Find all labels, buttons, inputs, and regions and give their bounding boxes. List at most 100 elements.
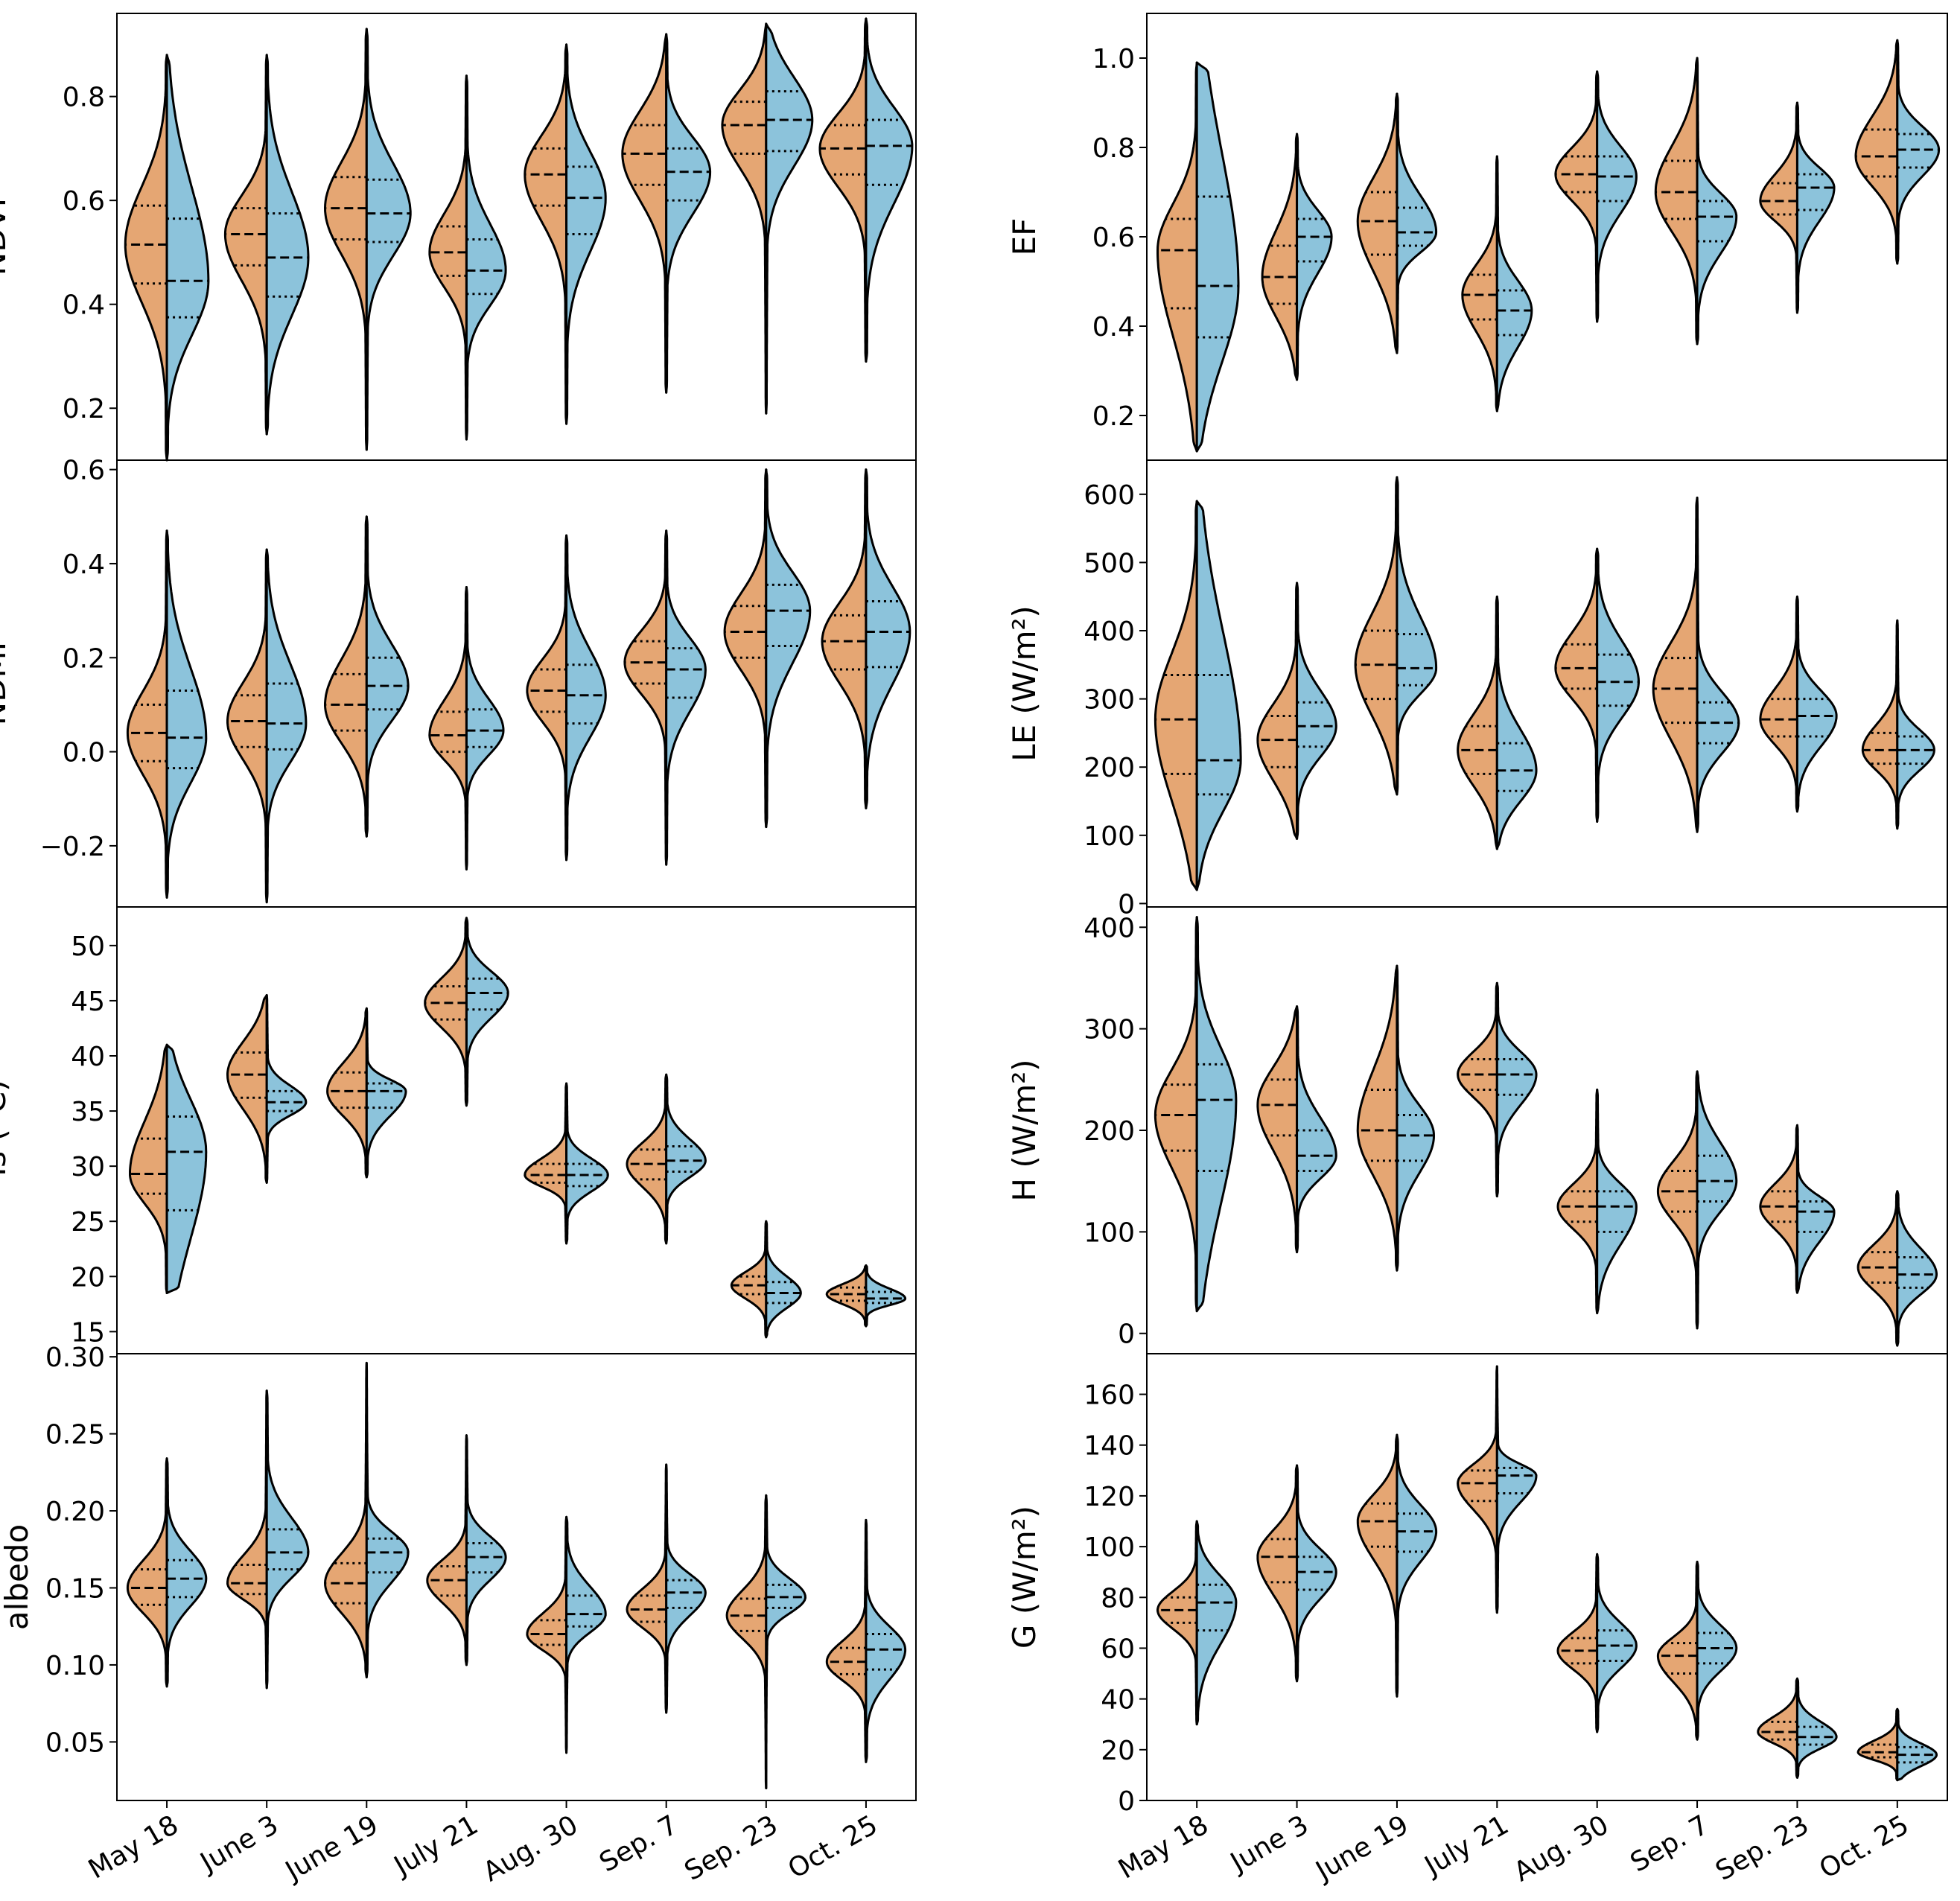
ylabel-ndvi: NDVI — [0, 198, 13, 276]
ylabel-ef: EF — [1006, 218, 1043, 256]
violin-ndmi-june3-right — [265, 548, 308, 904]
violin-le-aug30-right — [1596, 547, 1640, 823]
ytick-label-albedo: 0.15 — [45, 1573, 105, 1604]
violin-h-july21-right — [1495, 981, 1538, 1198]
ytick-label-ndvi: 0.8 — [63, 83, 105, 113]
ytick-label-albedo: 0.25 — [45, 1420, 105, 1451]
violin-albedo-sep23-right — [765, 1494, 806, 1789]
violin-le-sep23-right — [1795, 595, 1838, 813]
ytick-label-ndmi: 0.6 — [63, 456, 105, 486]
ytick-label-ef: 0.6 — [1092, 223, 1135, 253]
ytick-label-le: 200 — [1084, 753, 1135, 783]
violin-ef-oct25-right — [1896, 39, 1941, 265]
violin-ef-june3-right — [1296, 133, 1333, 381]
violin-ndvi-oct25-right — [865, 17, 914, 363]
violin-albedo-july21-right — [465, 1434, 507, 1666]
ytick-label-h: 200 — [1084, 1116, 1135, 1147]
ytick-label-albedo: 0.10 — [45, 1651, 105, 1681]
ytick-label-ndvi: 0.2 — [63, 394, 105, 424]
violin-albedo-oct25-right — [865, 1518, 907, 1763]
violin-g-oct25-right — [1896, 1707, 1938, 1782]
violin-albedo-may18-right — [165, 1457, 208, 1688]
violin-ef-may18-right — [1195, 61, 1240, 453]
ytick-label-ndmi: −0.2 — [40, 832, 105, 862]
ytick-label-g: 40 — [1101, 1685, 1135, 1716]
violin-ts-may18-right — [165, 1043, 208, 1295]
violin-h-june19-left — [1356, 964, 1399, 1272]
violin-ts-july21-right — [465, 917, 509, 1107]
violin-le-may18-left — [1154, 500, 1198, 891]
violin-ndvi-may18-left — [124, 54, 168, 462]
violin-ts-aug30-right — [565, 1082, 609, 1245]
ytick-label-ndmi: 0.0 — [63, 738, 105, 768]
ylabel-ts: Ts (°C) — [0, 1079, 13, 1182]
violin-ef-sep7-left — [1654, 57, 1699, 346]
panel-ts: 15 20 25 30 35 40 45 50 Ts (°C) — [0, 906, 917, 1354]
ytick-label-g: 80 — [1101, 1583, 1135, 1614]
ytick-label-le: 0 — [1118, 889, 1135, 920]
violin-ts-sep7-right — [665, 1073, 707, 1245]
ytick-label-ts: 25 — [71, 1207, 105, 1238]
violin-ndvi-sep7-right — [665, 33, 712, 394]
ytick-label-albedo: 0.20 — [45, 1497, 105, 1527]
ytick-label-ef: 0.4 — [1092, 312, 1135, 343]
violin-g-sep23-right — [1795, 1677, 1838, 1779]
panel-le: 0 100 200 300 400 500 600 LE (W/m²) — [1006, 459, 1948, 920]
violin-ndmi-july21-right — [465, 586, 505, 870]
ytick-label-g: 160 — [1084, 1381, 1135, 1411]
panel-h: 0 100 200 300 400 H (W/m²) — [1006, 906, 1948, 1354]
violin-ef-july21-right — [1495, 155, 1533, 413]
violin-h-may18-right — [1195, 916, 1238, 1313]
violin-ts-june3-left — [226, 994, 268, 1184]
ytick-label-le: 100 — [1084, 821, 1135, 852]
ytick-label-h: 300 — [1084, 1015, 1135, 1045]
ytick-label-h: 100 — [1084, 1217, 1135, 1248]
ytick-label-ts: 40 — [71, 1042, 105, 1072]
ytick-label-g: 20 — [1101, 1736, 1135, 1766]
violin-g-july21-right — [1495, 1365, 1538, 1614]
violin-ndvi-june19-right — [365, 28, 412, 451]
violin-ts-june19-right — [365, 1007, 407, 1179]
ytick-label-le: 600 — [1084, 480, 1135, 511]
ytick-label-ts: 20 — [71, 1262, 105, 1293]
axes-frame-albedo — [116, 1353, 917, 1801]
violin-g-sep7-right — [1696, 1561, 1738, 1741]
violin-le-july21-right — [1495, 595, 1538, 850]
violin-ndmi-may18-right — [165, 529, 208, 899]
violin-le-june19-left — [1354, 476, 1399, 796]
violin-le-oct25-right — [1896, 619, 1935, 830]
violin-ts-oct25-right — [865, 1264, 907, 1328]
violin-ndmi-oct25-right — [865, 468, 911, 809]
ytick-label-albedo: 0.30 — [45, 1343, 105, 1373]
ytick-label-g: 0 — [1118, 1786, 1135, 1817]
ytick-label-ef: 0.2 — [1092, 401, 1135, 432]
violin-h-oct25-right — [1896, 1190, 1938, 1347]
violin-g-june3-right — [1296, 1464, 1337, 1683]
violin-ts-sep23-right — [765, 1220, 802, 1339]
ytick-label-ts: 35 — [71, 1097, 105, 1127]
ytick-label-ndvi: 0.6 — [63, 186, 105, 217]
violin-h-aug30-right — [1596, 1088, 1638, 1314]
violin-le-june19-right — [1396, 476, 1438, 796]
violin-h-sep23-right — [1795, 1124, 1836, 1294]
violin-albedo-sep7-right — [665, 1463, 707, 1714]
ytick-label-le: 400 — [1084, 617, 1135, 647]
axes-frame-g — [1146, 1353, 1948, 1801]
ytick-label-h: 400 — [1084, 913, 1135, 943]
violin-h-june3-left — [1256, 1005, 1299, 1254]
ytick-label-ndmi: 0.4 — [63, 550, 105, 580]
violin-ef-june3-left — [1261, 133, 1299, 381]
violin-albedo-june3-right — [265, 1389, 310, 1690]
ytick-label-g: 100 — [1084, 1532, 1135, 1563]
ytick-label-ndmi: 0.2 — [63, 643, 105, 674]
violin-albedo-june19-right — [365, 1361, 410, 1678]
violin-ndmi-june19-right — [365, 515, 410, 838]
violin-ef-june19-left — [1356, 92, 1399, 354]
violin-g-june3-left — [1256, 1464, 1299, 1683]
violin-g-aug30-right — [1596, 1553, 1638, 1733]
violin-ndmi-sep23-right — [765, 468, 812, 829]
ytick-label-le: 300 — [1084, 685, 1135, 716]
ytick-label-g: 140 — [1084, 1431, 1135, 1462]
ytick-label-g: 60 — [1101, 1634, 1135, 1664]
